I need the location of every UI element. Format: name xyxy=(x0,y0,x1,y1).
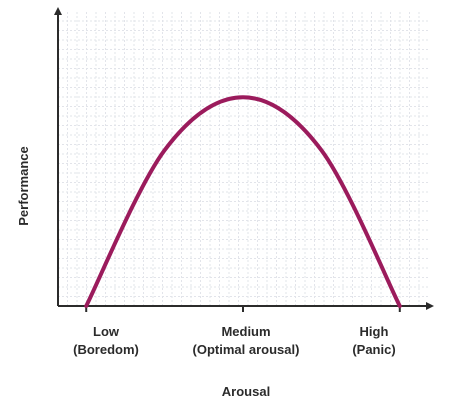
x-tick-label-high-line1: High xyxy=(360,324,389,339)
x-tick-label-high-line2: (Panic) xyxy=(352,342,395,357)
y-axis-arrow-icon xyxy=(54,7,62,15)
x-tick-label-low-line2: (Boredom) xyxy=(73,342,139,357)
x-axis-arrow-icon xyxy=(426,302,434,310)
y-axis-label: Performance xyxy=(16,146,31,225)
x-tick-label-medium-line2: (Optimal arousal) xyxy=(193,342,300,357)
x-axis-label: Arousal xyxy=(222,384,270,399)
grid xyxy=(58,12,428,306)
performance-curve xyxy=(84,95,402,308)
x-tick-label-low-line1: Low xyxy=(93,324,120,339)
x-tick-label-medium-line1: Medium xyxy=(221,324,270,339)
